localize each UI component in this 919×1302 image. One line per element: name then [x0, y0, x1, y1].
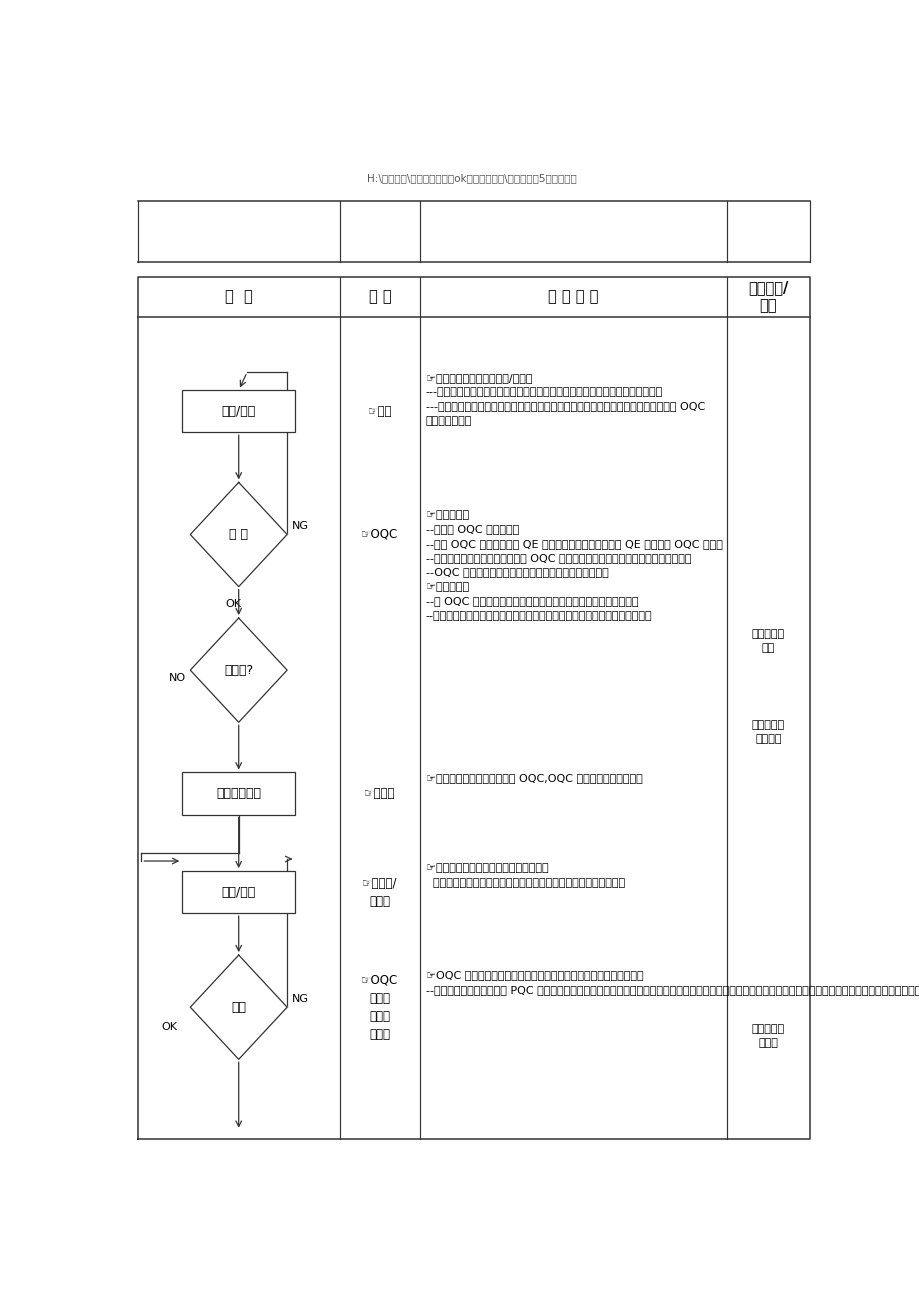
Text: ☞厂商按泰丰公司要求生产/加工；
---生产过程中，产品的任何变更厂商须书面知会品管部，授权允许的项目除外；
---技术协议书中明确指定的物料更改和产品技术指标: ☞厂商按泰丰公司要求生产/加工； ---生产过程中，产品的任何变更厂商须书面知会…	[425, 372, 704, 426]
Text: 〈检验日报
表〉: 〈检验日报 表〉	[751, 629, 784, 654]
Text: 〈进料不良
处理单〉: 〈进料不良 处理单〉	[751, 720, 784, 743]
Text: 流  程: 流 程	[224, 289, 253, 305]
Text: 半成品?: 半成品?	[224, 664, 253, 677]
Bar	[182, 871, 295, 913]
Text: ☞OQC 按公司要求进行检验，具体参照公司有关成品检验文件执行。
--不合格品（含生产过程中 PQC 检出）按《技术质量协议》可退换时，由工程部确认无法修理由生: ☞OQC 按公司要求进行检验，具体参照公司有关成品检验文件执行。 --不合格品（…	[425, 970, 919, 995]
Text: ☞厂商: ☞厂商	[368, 405, 391, 418]
Text: H:\精品资料\建筑精品网原稿ok（删除公文）\建筑精品网5未上传百度: H:\精品资料\建筑精品网原稿ok（删除公文）\建筑精品网5未上传百度	[367, 173, 575, 184]
Text: ☞收料组点收后知会计划部和 OQC,OQC 检验合格后入组合库；: ☞收料组点收后知会计划部和 OQC,OQC 检验合格后入组合库；	[425, 773, 641, 783]
Text: ☞收料组: ☞收料组	[364, 786, 395, 799]
Text: ☞计划部/
生产部: ☞计划部/ 生产部	[362, 876, 397, 907]
Text: 生产/加工: 生产/加工	[221, 885, 255, 898]
Text: NG: NG	[291, 522, 308, 531]
Text: OK: OK	[225, 599, 241, 608]
Text: 生产/加工: 生产/加工	[221, 405, 255, 418]
Bar	[182, 391, 295, 432]
Text: 职 责: 职 责	[369, 289, 391, 305]
Text: ☞成品的验收
--可外派 OQC 驻厂验收；
--外驻 OQC 的验货标准由 QE 审核后提供，产品的变更由 QE 负责指导 OQC 执行。
--产品合格标识用: ☞成品的验收 --可外派 OQC 驻厂验收； --外驻 OQC 的验货标准由 Q…	[425, 510, 722, 621]
Text: 检验: 检验	[231, 1001, 246, 1014]
Text: 〈成品检验
流程〉: 〈成品检验 流程〉	[751, 1023, 784, 1048]
Text: OK: OK	[161, 1022, 177, 1032]
Polygon shape	[190, 618, 287, 723]
Bar	[182, 772, 295, 815]
Text: NO: NO	[169, 673, 186, 684]
Text: 相关文件/
记录: 相关文件/ 记录	[747, 280, 788, 312]
Text: 点收入组合库: 点收入组合库	[216, 786, 261, 799]
Polygon shape	[190, 482, 287, 587]
Text: ☞OQC
生产部
工程部
计划部: ☞OQC 生产部 工程部 计划部	[361, 974, 398, 1040]
Text: 验 收: 验 收	[229, 529, 248, 542]
Polygon shape	[190, 956, 287, 1060]
Text: NG: NG	[291, 995, 308, 1004]
Text: 工 作 要 求: 工 作 要 求	[548, 289, 598, 305]
Text: ☞计划部安排半成品来厂后的生产加工。
  有关具体过程按公司其它相关文件要求及《技术质量协议》执行。: ☞计划部安排半成品来厂后的生产加工。 有关具体过程按公司其它相关文件要求及《技术…	[425, 863, 624, 888]
Text: ☞OQC: ☞OQC	[361, 529, 398, 542]
